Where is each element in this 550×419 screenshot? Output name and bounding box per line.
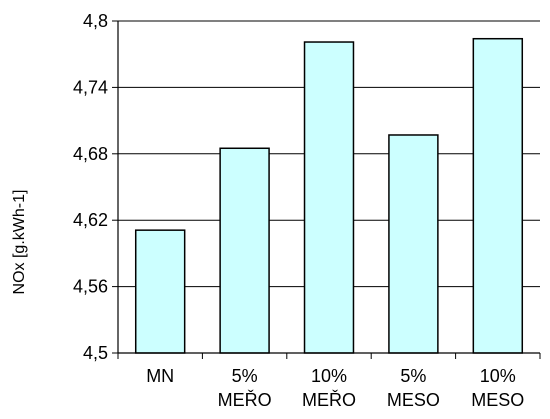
y-tick-label: 4,8 [83, 11, 108, 31]
x-category-labels: MN 5% MEŘO 10% MEŘO 5% MESO 10% MESO [146, 366, 524, 410]
bars [134, 37, 524, 354]
axes [112, 20, 541, 359]
x-category-label: 10% MEŘO [302, 366, 356, 410]
bar [388, 134, 439, 354]
x-category-label: MN [146, 366, 174, 386]
bar [472, 37, 524, 354]
x-category-label: 5% MESO [387, 366, 440, 410]
x-category-label: 5% MEŘO [218, 366, 272, 410]
x-category-label: 10% MESO [471, 366, 524, 410]
bar [219, 147, 270, 354]
bar [134, 229, 186, 354]
y-tick-label: 4,74 [73, 77, 108, 97]
y-axis-title: NOx [g.kWh-1] [11, 190, 28, 295]
y-tick-label: 4,5 [83, 343, 108, 363]
y-tick-labels: 4,5 4,56 4,62 4,68 4,74 4,8 [73, 11, 108, 363]
bar [303, 41, 355, 354]
y-tick-label: 4,62 [73, 210, 108, 230]
y-tick-label: 4,56 [73, 277, 108, 297]
y-tick-label: 4,68 [73, 144, 108, 164]
